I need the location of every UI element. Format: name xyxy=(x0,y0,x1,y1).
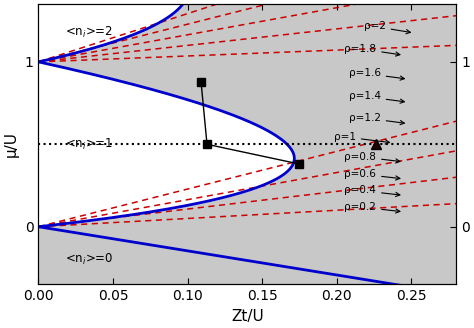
Text: ρ=1.8: ρ=1.8 xyxy=(344,44,400,56)
Text: <n$_i$>=0: <n$_i$>=0 xyxy=(65,252,114,267)
Text: ρ=1.4: ρ=1.4 xyxy=(349,92,404,103)
Text: ρ=0.2: ρ=0.2 xyxy=(344,202,400,213)
Text: ρ=1: ρ=1 xyxy=(334,132,390,144)
Text: ρ=2: ρ=2 xyxy=(364,21,410,34)
Text: ρ=0.8: ρ=0.8 xyxy=(344,152,400,163)
Y-axis label: μ/U: μ/U xyxy=(4,131,19,157)
Text: ρ=1.6: ρ=1.6 xyxy=(349,69,404,80)
Text: ρ=0.4: ρ=0.4 xyxy=(344,185,400,196)
Text: ρ=1.2: ρ=1.2 xyxy=(349,113,404,125)
Text: <n$_i$>=1: <n$_i$>=1 xyxy=(65,137,113,152)
Text: <n$_i$>=2: <n$_i$>=2 xyxy=(65,25,113,40)
Text: ρ=0.6: ρ=0.6 xyxy=(344,169,400,180)
X-axis label: Zt/U: Zt/U xyxy=(231,309,264,324)
